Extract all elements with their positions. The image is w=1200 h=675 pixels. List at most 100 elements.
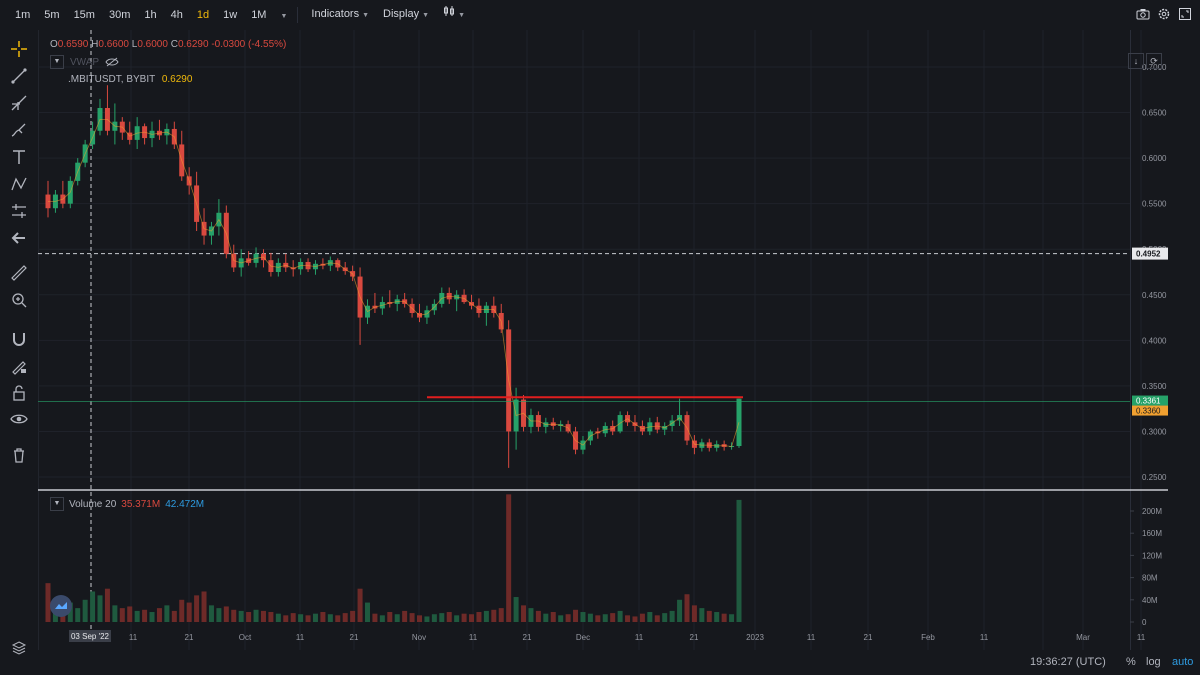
volume-bar[interactable]: [156, 608, 162, 622]
volume-bar[interactable]: [662, 613, 668, 622]
volume-bar[interactable]: [513, 597, 519, 622]
volume-bar[interactable]: [342, 613, 348, 622]
volume-bar[interactable]: [654, 615, 660, 622]
brush-icon[interactable]: [10, 121, 28, 139]
volume-bar[interactable]: [275, 613, 281, 622]
chart-area[interactable]: 0.70000.65000.60000.55000.50000.45000.40…: [38, 30, 1168, 650]
timeframe-1w[interactable]: 1w: [223, 9, 238, 21]
volume-bar[interactable]: [632, 616, 638, 622]
volume-bar[interactable]: [706, 610, 712, 622]
crosshair-icon[interactable]: [10, 40, 28, 58]
volume-bar[interactable]: [461, 613, 467, 622]
volume-bar[interactable]: [149, 612, 155, 622]
volume-bar[interactable]: [402, 610, 408, 622]
volume-bar[interactable]: [580, 612, 586, 622]
settings-icon[interactable]: [1157, 7, 1171, 21]
volume-bar[interactable]: [223, 606, 229, 622]
volume-bar[interactable]: [312, 613, 318, 622]
collapse-legend-button[interactable]: ▼: [50, 55, 64, 69]
volume-bar[interactable]: [565, 614, 571, 622]
reset-chart-button[interactable]: ⟳: [1146, 53, 1162, 69]
timeframe-15m[interactable]: 15m: [73, 9, 95, 21]
eye-icon[interactable]: [10, 410, 28, 428]
volume-bar[interactable]: [699, 608, 705, 622]
trend-line-icon[interactable]: [10, 67, 28, 85]
volume-bar[interactable]: [364, 602, 370, 622]
volume-bar[interactable]: [543, 613, 549, 622]
volume-bar[interactable]: [469, 614, 475, 622]
timeframe-1h[interactable]: 1h: [144, 9, 157, 21]
volume-bar[interactable]: [335, 615, 341, 622]
fib-tool-icon[interactable]: [10, 94, 28, 112]
volume-bar[interactable]: [253, 609, 259, 622]
volume-bar[interactable]: [320, 612, 326, 622]
volume-bar[interactable]: [573, 609, 579, 622]
volume-bar[interactable]: [350, 610, 356, 622]
volume-bar[interactable]: [439, 613, 445, 622]
volume-bar[interactable]: [729, 614, 735, 622]
volume-bar[interactable]: [67, 602, 73, 622]
volume-bar[interactable]: [127, 606, 133, 622]
volume-bar[interactable]: [194, 595, 200, 622]
text-tool-icon[interactable]: [10, 148, 28, 166]
volume-bar[interactable]: [260, 610, 266, 622]
volume-bar[interactable]: [550, 612, 556, 622]
volume-bar[interactable]: [357, 588, 363, 622]
volume-bar[interactable]: [446, 612, 452, 622]
volume-bar[interactable]: [521, 605, 527, 622]
ruler-icon[interactable]: [10, 264, 28, 282]
volume-bar[interactable]: [595, 615, 601, 622]
volume-bar[interactable]: [379, 615, 385, 622]
volume-bar[interactable]: [491, 609, 497, 622]
volume-bar[interactable]: [498, 608, 504, 622]
volume-bar[interactable]: [171, 610, 177, 622]
volume-bar[interactable]: [387, 612, 393, 622]
volume-bar[interactable]: [602, 614, 608, 622]
volume-bar[interactable]: [409, 613, 415, 622]
volume-bar[interactable]: [186, 602, 192, 622]
volume-bar[interactable]: [208, 605, 214, 622]
volume-bar[interactable]: [476, 612, 482, 622]
volume-bar[interactable]: [372, 613, 378, 622]
volume-bar[interactable]: [268, 612, 274, 622]
volume-bar[interactable]: [104, 588, 110, 622]
volume-bar[interactable]: [134, 610, 140, 622]
volume-bar[interactable]: [535, 610, 541, 622]
scroll-down-button[interactable]: ↓: [1128, 53, 1144, 69]
magnet-icon[interactable]: [10, 330, 28, 348]
volume-bar[interactable]: [201, 591, 207, 622]
lock-drawings-icon[interactable]: [10, 357, 28, 375]
trash-icon[interactable]: [10, 446, 28, 464]
volume-bar[interactable]: [45, 583, 51, 622]
collapse-volume-button[interactable]: ▼: [50, 497, 64, 511]
timeframe-1m[interactable]: 1m: [15, 9, 31, 21]
volume-bar[interactable]: [587, 613, 593, 622]
back-arrow-icon[interactable]: [10, 229, 28, 247]
volume-bar[interactable]: [179, 599, 185, 622]
volume-bar[interactable]: [290, 613, 296, 622]
volume-bar[interactable]: [506, 494, 512, 622]
volume-bar[interactable]: [431, 614, 437, 622]
volume-bar[interactable]: [216, 608, 222, 622]
volume-bar[interactable]: [610, 613, 616, 622]
volume-bar[interactable]: [394, 614, 400, 622]
volume-bar[interactable]: [305, 615, 311, 622]
layers-icon[interactable]: [11, 640, 27, 656]
pattern-tool-icon[interactable]: [10, 175, 28, 193]
utc-clock[interactable]: 19:36:27 (UTC): [1030, 656, 1106, 668]
unlock-icon[interactable]: [10, 384, 28, 402]
volume-bar[interactable]: [90, 591, 96, 622]
price-chart[interactable]: 0.70000.65000.60000.55000.50000.45000.40…: [38, 30, 1168, 650]
timeframe-30m[interactable]: 30m: [108, 9, 131, 21]
volume-bar[interactable]: [142, 609, 148, 622]
display-menu[interactable]: Display ▼: [383, 8, 430, 20]
volume-bar[interactable]: [647, 612, 653, 622]
volume-bar[interactable]: [721, 613, 727, 622]
timeframe-1M[interactable]: 1M: [251, 9, 267, 21]
volume-bar[interactable]: [283, 615, 289, 622]
volume-bar[interactable]: [75, 608, 81, 622]
volume-bar[interactable]: [483, 610, 489, 622]
volume-bar[interactable]: [528, 608, 534, 622]
volume-bar[interactable]: [684, 594, 690, 622]
volume-bar[interactable]: [327, 614, 333, 622]
